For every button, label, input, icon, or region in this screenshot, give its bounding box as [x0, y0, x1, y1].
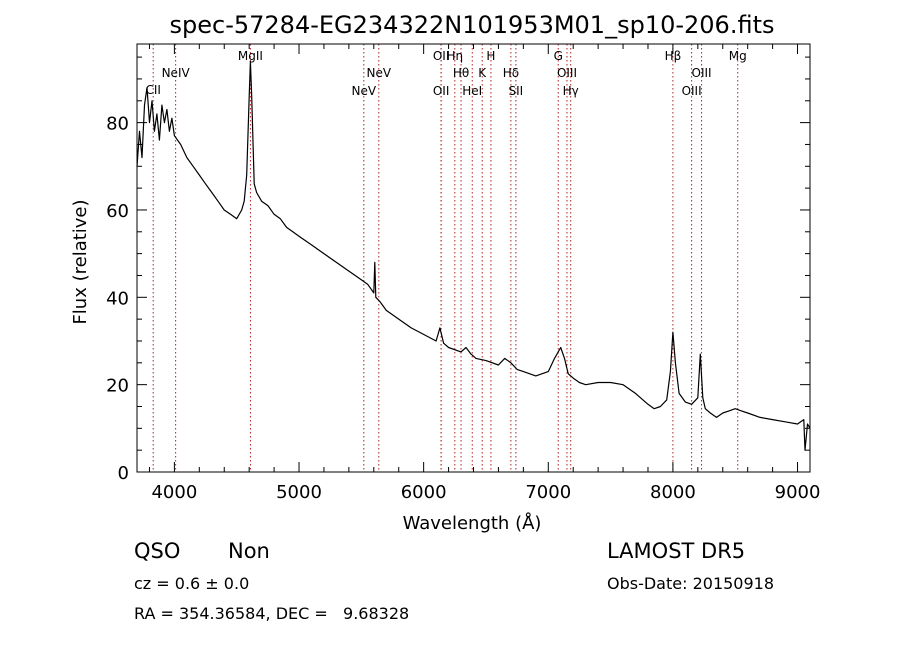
- x-tick-label-1: 5000: [276, 482, 322, 503]
- y-tick-label-4: 80: [106, 114, 129, 135]
- spectral-line-markers: [152, 44, 739, 472]
- line-label-2: MgII: [238, 49, 263, 63]
- line-label-19: OIII: [692, 66, 712, 80]
- observation-date: Obs-Date: 20150918: [607, 574, 775, 593]
- y-tick-label-1: 20: [106, 376, 129, 397]
- x-axis-ticks: 4000 5000 6000 7000 8000 9000: [148, 44, 821, 503]
- y-tick-label-0: 0: [118, 463, 129, 484]
- line-label-18: OIII: [682, 84, 702, 98]
- line-label-11: H: [486, 49, 495, 63]
- line-label-15: OIII: [557, 66, 577, 80]
- y-tick-label-3: 60: [106, 201, 129, 222]
- object-subclass: Non: [228, 539, 270, 563]
- line-label-0: CII: [145, 83, 160, 97]
- x-tick-label-5: 9000: [775, 482, 821, 503]
- ra-dec-coordinates: RA = 354.36584, DEC = 9.68328: [134, 604, 410, 623]
- line-label-20: Mg: [729, 49, 747, 63]
- line-label-5: OII: [433, 49, 450, 63]
- y-axis-ticks: 0 20 40 60 80: [106, 56, 810, 484]
- line-label-17: Hβ: [665, 49, 682, 63]
- line-label-10: K: [478, 66, 487, 80]
- spectrum-line-0: [136, 60, 811, 451]
- chart-title: spec-57284-EG234322N101953M01_sp10-206.f…: [170, 11, 775, 39]
- redshift-cz: cz = 0.6 ± 0.0: [134, 574, 250, 593]
- line-label-8: Hθ: [453, 66, 469, 80]
- line-label-13: SII: [509, 84, 524, 98]
- line-label-7: Hη: [446, 49, 463, 63]
- y-tick-label-2: 40: [106, 288, 129, 309]
- line-label-1: NeIV: [162, 66, 191, 80]
- line-label-9: HeI: [462, 84, 482, 98]
- x-tick-label-3: 7000: [525, 482, 571, 503]
- plot-frame: [136, 43, 811, 473]
- line-label-3: NeV: [352, 84, 377, 98]
- line-label-14: G: [554, 49, 563, 63]
- x-tick-label-2: 6000: [401, 482, 447, 503]
- line-label-6: OII: [433, 84, 450, 98]
- spectrum-series: [136, 60, 811, 451]
- x-tick-label-0: 4000: [151, 482, 197, 503]
- line-label-4: NeV: [366, 66, 391, 80]
- line-label-16: Hγ: [563, 84, 579, 98]
- spectral-line-labels: CIINeIVMgIINeVNeVOIIOIIHηHθHeIKHHδSIIGOI…: [145, 49, 746, 98]
- line-label-12: Hδ: [503, 66, 519, 80]
- object-class: QSO: [134, 539, 181, 563]
- y-axis-label: Flux (relative): [70, 199, 91, 324]
- x-tick-label-4: 8000: [650, 482, 696, 503]
- survey-name: LAMOST DR5: [607, 539, 746, 563]
- x-axis-label: Wavelength (Å): [403, 512, 542, 534]
